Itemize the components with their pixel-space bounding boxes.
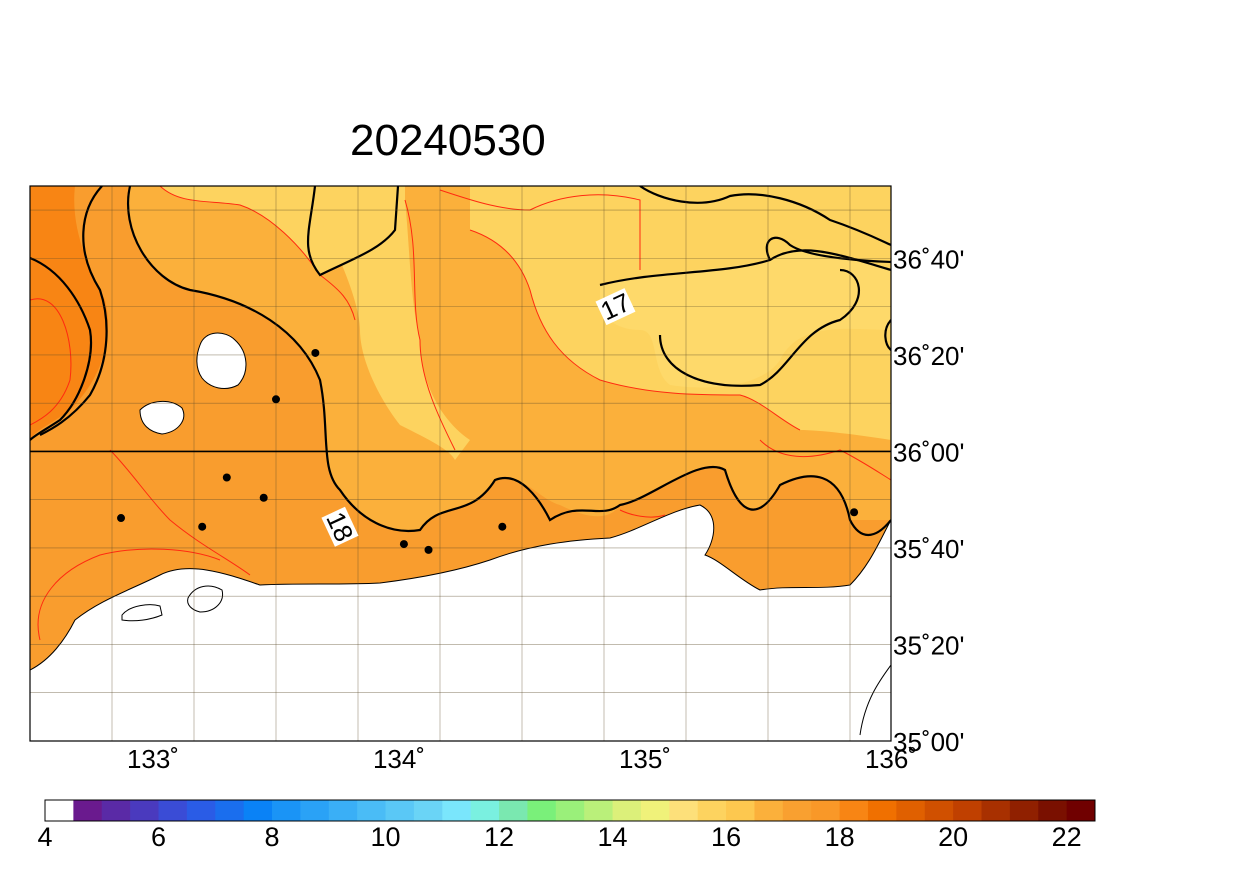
colorbar-swatch (584, 800, 614, 821)
colorbar-swatch (1066, 800, 1096, 821)
colorbar-swatch (300, 800, 330, 821)
colorbar-swatch (782, 800, 812, 821)
station-marker (399, 540, 408, 549)
colorbar-swatch (130, 800, 160, 821)
oki-island-dogo (196, 332, 247, 389)
colorbar-swatch (272, 800, 301, 821)
colorbar-tick-label: 6 (151, 822, 166, 852)
lat-tick-label: 35˚40' (893, 534, 964, 564)
colorbar-swatch (158, 800, 188, 821)
map-frame (29, 185, 892, 742)
black-isolines (30, 186, 891, 537)
colorbar-swatch (45, 800, 74, 821)
colorbar-swatch (867, 800, 897, 821)
colorbar-swatch (669, 800, 699, 821)
latitude-tick-labels: 35˚00' 35˚20' 35˚40' 36˚00' 36˚20' 36˚40' (893, 244, 964, 757)
band-19-20 (30, 186, 109, 440)
colorbar-swatch (640, 800, 670, 821)
station-markers (117, 348, 859, 554)
land-inner-feature (121, 604, 163, 622)
lon-tick-label: 135˚ (619, 744, 671, 774)
station-marker (850, 508, 859, 517)
colorbar-frame (44, 799, 1096, 822)
colorbar-swatch (697, 800, 727, 821)
colorbar-swatch (754, 800, 784, 821)
oki-island-dozen (139, 401, 185, 435)
colorbar-tick-label: 10 (371, 822, 401, 852)
colorbar-swatch (924, 800, 954, 821)
colorbar-tick-label: 14 (598, 822, 628, 852)
station-marker (117, 514, 126, 523)
colorbar-swatch (215, 800, 245, 821)
sea-temperature-field (30, 186, 891, 741)
colorbar-swatch (527, 800, 557, 821)
isoline-17-edge (884, 319, 891, 351)
isoline-17-center (307, 186, 400, 277)
colorbar-swatch (896, 800, 926, 821)
station-marker (198, 522, 207, 531)
colorbar-swatch (73, 800, 103, 821)
colorbar-swatch (470, 800, 500, 821)
station-marker (498, 522, 507, 531)
colorbar-tick-label: 8 (265, 822, 280, 852)
colorbar-swatch (243, 800, 273, 821)
station-marker (424, 545, 433, 554)
colorbar-swatch (981, 800, 1011, 821)
colorbar-swatch (555, 800, 585, 821)
longitude-tick-labels: 133˚ 134˚ 135˚ 136˚ (127, 744, 917, 774)
colorbar-swatch (442, 800, 472, 821)
isoline-18 (127, 186, 891, 537)
colorbar-swatch (839, 800, 869, 821)
lat-tick-label: 36˚40' (893, 244, 964, 274)
station-marker (311, 348, 320, 357)
band-16-17-center (300, 186, 470, 460)
isoline-19 (30, 256, 92, 441)
map-title: 20240530 (350, 116, 546, 165)
station-marker (259, 493, 268, 502)
station-marker (222, 473, 231, 482)
colorbar-swatch (328, 800, 358, 821)
colorbar-swatch (726, 800, 755, 821)
lon-tick-label: 134˚ (373, 744, 425, 774)
colorbar-swatch (499, 800, 528, 821)
lon-tick-label: 136˚ (865, 744, 917, 774)
colorbar-tick-label: 18 (825, 822, 855, 852)
isoline-17-north (639, 186, 891, 247)
colorbar-swatch (953, 800, 982, 821)
grid-lines (30, 186, 891, 741)
lat-tick-label: 36˚00' (893, 437, 964, 467)
colorbar-swatch (186, 800, 216, 821)
lat-tick-label: 35˚00' (893, 727, 964, 757)
colorbar: 4 6 8 10 12 14 16 18 20 22 (37, 799, 1096, 852)
colorbar-swatch (1038, 800, 1068, 821)
colorbar-swatch (357, 800, 387, 821)
station-marker (272, 395, 280, 404)
colorbar-tick-label: 16 (711, 822, 741, 852)
colorbar-swatch (413, 800, 443, 821)
colorbar-swatch (101, 800, 131, 821)
isoline-19-north (39, 186, 108, 436)
colorbar-tick-label: 12 (484, 822, 514, 852)
band-16-17-inner (600, 250, 891, 388)
land-honshu (30, 504, 891, 741)
isoline-17-loop (658, 268, 860, 387)
colorbar-tick-label: 4 (37, 822, 52, 852)
lat-tick-label: 35˚20' (893, 630, 964, 660)
colorbar-tick-label: 20 (938, 822, 968, 852)
land-inner-feature-2 (187, 585, 224, 613)
colorbar-swatch (385, 800, 415, 821)
lat-tick-label: 36˚20' (893, 341, 964, 371)
lon-tick-label: 133˚ (127, 744, 179, 774)
colorbar-swatch (612, 800, 642, 821)
colorbar-swatch (1009, 800, 1039, 821)
colorbar-swatch (811, 800, 841, 821)
colorbar-tick-label: 22 (1052, 822, 1082, 852)
